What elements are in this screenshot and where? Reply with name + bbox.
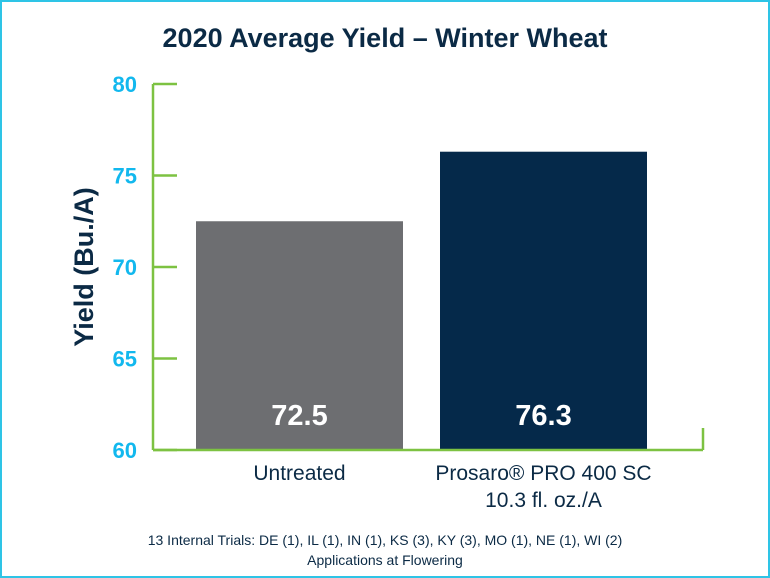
y-tick-label: 80	[113, 72, 137, 97]
y-tick-label: 65	[113, 347, 137, 372]
data-label: 76.3	[515, 400, 571, 432]
x-category-label: Untreated	[253, 462, 345, 485]
x-category-label: Prosaro® PRO 400 SC	[435, 462, 651, 485]
bar	[196, 221, 403, 450]
footnote-applications: Applications at Flowering	[307, 552, 463, 568]
y-tick-label: 60	[113, 438, 137, 463]
x-category-label: 10.3 fl. oz./A	[485, 489, 602, 512]
footnote-trials: 13 Internal Trials: DE (1), IL (1), IN (…	[148, 532, 623, 548]
bar	[440, 151, 647, 450]
data-label: 72.5	[271, 400, 327, 432]
y-tick-label: 70	[113, 255, 137, 280]
chart-title: 2020 Average Yield – Winter Wheat	[163, 23, 608, 53]
y-axis-label: Yield (Bu./A)	[69, 187, 99, 347]
y-tick-label: 75	[113, 164, 137, 189]
